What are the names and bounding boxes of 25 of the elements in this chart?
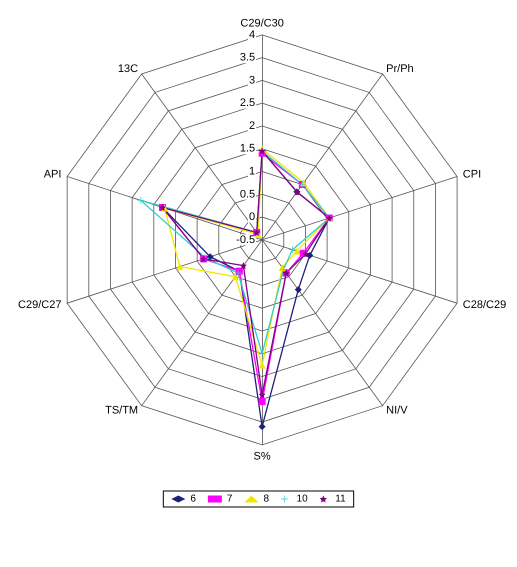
legend-label: 11 (335, 494, 346, 504)
spoke-label: Pr/Ph (386, 63, 414, 76)
y-tick-label: 0 (248, 211, 256, 224)
y-tick-label: 2.5 (240, 97, 256, 110)
y-tick-label: 4 (248, 28, 256, 41)
spoke-label: API (44, 168, 62, 181)
spoke-label: NI/V (386, 404, 408, 417)
legend-label: 8 (263, 494, 270, 504)
y-tick-label: 0.5 (240, 188, 256, 200)
legend-label: 10 (296, 494, 308, 504)
y-tick-label: 1.5 (240, 142, 256, 155)
spoke-label: S% (254, 450, 271, 462)
y-tick-label: 1 (248, 166, 256, 178)
spoke-label: C29/C30 (240, 17, 284, 30)
spoke-label: 13C (118, 63, 138, 76)
legend-label: 7 (226, 494, 233, 504)
y-tick-label: 3 (248, 74, 256, 86)
spoke-label: CPI (462, 168, 482, 181)
spoke-label: TS/TM (105, 404, 138, 417)
y-tick-label: 3.5 (240, 52, 256, 64)
legend-label: 6 (190, 494, 196, 504)
spoke-label: C28/C29 (462, 299, 506, 312)
y-tick-label: 2 (248, 120, 256, 132)
y-tick-label: -0.5 (236, 234, 256, 246)
spoke-label: C29/C27 (18, 299, 62, 312)
